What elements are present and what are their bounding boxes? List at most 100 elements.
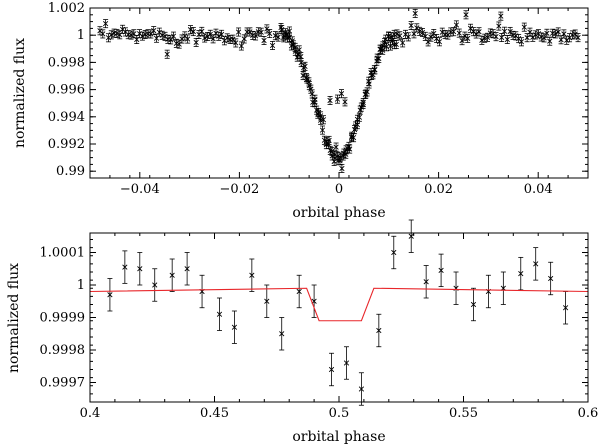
top-data-point-marker — [521, 24, 527, 30]
bottom-data-point-marker — [358, 386, 365, 392]
top-outlier-point-marker — [463, 12, 469, 18]
top-data-point-marker — [267, 30, 273, 37]
top-data-point-marker — [151, 27, 157, 34]
top-outlier-point-marker — [412, 10, 418, 17]
top-data-point-marker — [518, 39, 525, 45]
bottom-x-axis-label: orbital phase — [292, 429, 385, 445]
top-data-point-marker — [450, 29, 457, 35]
top-data-point-marker — [544, 30, 550, 36]
top-data-marks — [97, 8, 581, 173]
top-data-point-marker — [238, 43, 245, 49]
top-data-point-marker — [417, 28, 423, 34]
top-data-point-marker — [527, 29, 533, 35]
top-data-point-marker — [252, 33, 259, 39]
top-data-point-marker — [159, 32, 165, 38]
top-data-point-marker — [264, 26, 270, 32]
bottom-data-point-marker — [376, 327, 382, 334]
top-x-tick-label: 0.02 — [424, 182, 453, 197]
bottom-data-point-marker — [423, 279, 429, 285]
top-data-point-marker — [224, 35, 230, 41]
top-data-point-marker — [356, 114, 363, 120]
top-data-point-marker — [569, 32, 576, 38]
bottom-x-tick-label: 0.5 — [329, 406, 350, 421]
top-data-point-marker — [317, 113, 324, 119]
top-data-point-marker — [476, 29, 482, 35]
top-data-point-marker — [504, 36, 510, 43]
top-data-point-marker — [425, 39, 431, 45]
top-data-point-marker — [370, 72, 376, 78]
top-data-point-marker — [335, 157, 341, 164]
bottom-axes-frame — [89, 232, 589, 403]
bottom-x-tick-label: 0.45 — [200, 406, 229, 421]
top-data-point-marker — [552, 31, 559, 37]
top-data-point-marker — [108, 32, 114, 38]
top-y-tick-label: 0.992 — [48, 137, 85, 152]
top-data-point-marker — [272, 33, 278, 39]
top-data-point-marker — [100, 31, 106, 37]
top-data-point-marker — [241, 36, 247, 42]
top-data-point-marker — [541, 35, 547, 41]
top-data-point-marker — [453, 22, 460, 28]
top-y-tick-label: 1.002 — [48, 1, 85, 16]
top-data-point-marker — [352, 123, 359, 129]
top-data-point-marker — [428, 34, 434, 40]
top-data-point-marker — [532, 32, 539, 38]
top-data-point-marker — [561, 31, 567, 37]
top-data-point-marker — [233, 40, 239, 46]
bottom-data-point-marker — [231, 324, 238, 330]
top-data-point-marker — [414, 25, 420, 31]
top-data-point-marker — [296, 47, 302, 53]
top-data-point-marker — [345, 146, 351, 152]
top-data-point-marker — [360, 99, 366, 106]
top-data-point-marker — [284, 35, 291, 41]
top-data-point-marker — [538, 34, 544, 40]
bottom-data-point-marker — [279, 331, 285, 337]
top-x-tick-label: −0.04 — [120, 182, 160, 197]
top-data-point-marker — [484, 34, 491, 40]
top-data-point-marker — [408, 22, 414, 29]
top-data-point-marker — [499, 34, 505, 41]
top-data-point-marker — [308, 86, 314, 92]
top-data-point-marker — [397, 33, 403, 39]
bottom-model-line — [89, 287, 589, 322]
top-data-point-marker — [247, 29, 253, 35]
top-data-point-marker — [261, 37, 267, 44]
top-data-point-marker — [258, 29, 264, 35]
top-x-tick-label: 0 — [335, 182, 343, 197]
top-x-axis-label: orbital phase — [292, 205, 385, 221]
bottom-y-tick-label: 1 — [77, 278, 85, 293]
top-data-point-marker — [269, 42, 276, 49]
top-data-point-marker — [501, 28, 508, 34]
top-data-point-marker — [187, 27, 194, 33]
top-data-point-marker — [216, 33, 222, 39]
bottom-data-point-marker — [343, 360, 350, 366]
bottom-data-point-marker — [137, 266, 143, 272]
top-data-point-marker — [364, 89, 370, 95]
top-data-point-marker — [572, 31, 578, 37]
bottom-y-axis-label: normalized flux — [6, 263, 22, 373]
top-data-point-marker — [456, 30, 462, 36]
bottom-data-point-marker — [533, 261, 539, 267]
top-data-point-marker — [358, 104, 364, 110]
bottom-y-tick-label: 0.9997 — [40, 376, 86, 391]
top-data-point-marker — [235, 29, 242, 35]
top-data-point-marker — [176, 41, 182, 47]
top-data-point-marker — [312, 100, 318, 106]
top-data-point-marker — [465, 35, 471, 42]
top-data-point-marker — [431, 30, 437, 37]
top-data-point-marker — [279, 26, 285, 33]
bottom-y-tick-label: 0.9998 — [40, 343, 86, 358]
top-data-point-marker — [170, 33, 177, 39]
bottom-data-marks — [89, 219, 589, 406]
bottom-data-point-marker — [184, 266, 190, 272]
top-data-point-marker — [482, 35, 488, 41]
top-data-point-marker — [555, 29, 561, 35]
top-data-point-marker — [575, 34, 581, 41]
top-outlier-point-marker — [498, 13, 504, 19]
top-data-point-marker — [393, 41, 399, 48]
bottom-data-point-marker — [152, 282, 158, 288]
bottom-ticks: 0.4 0.45 0.5 0.55 0.6 0.9997 0.9998 0.9999 1 1.00… — [40, 233, 598, 421]
top-panel: −0.04 −0.02 0 0.02 0.04 0.99 0.992 0.994 0.996 0.… — [12, 1, 589, 221]
top-data-point-marker — [350, 135, 357, 141]
top-data-point-marker — [366, 81, 372, 87]
